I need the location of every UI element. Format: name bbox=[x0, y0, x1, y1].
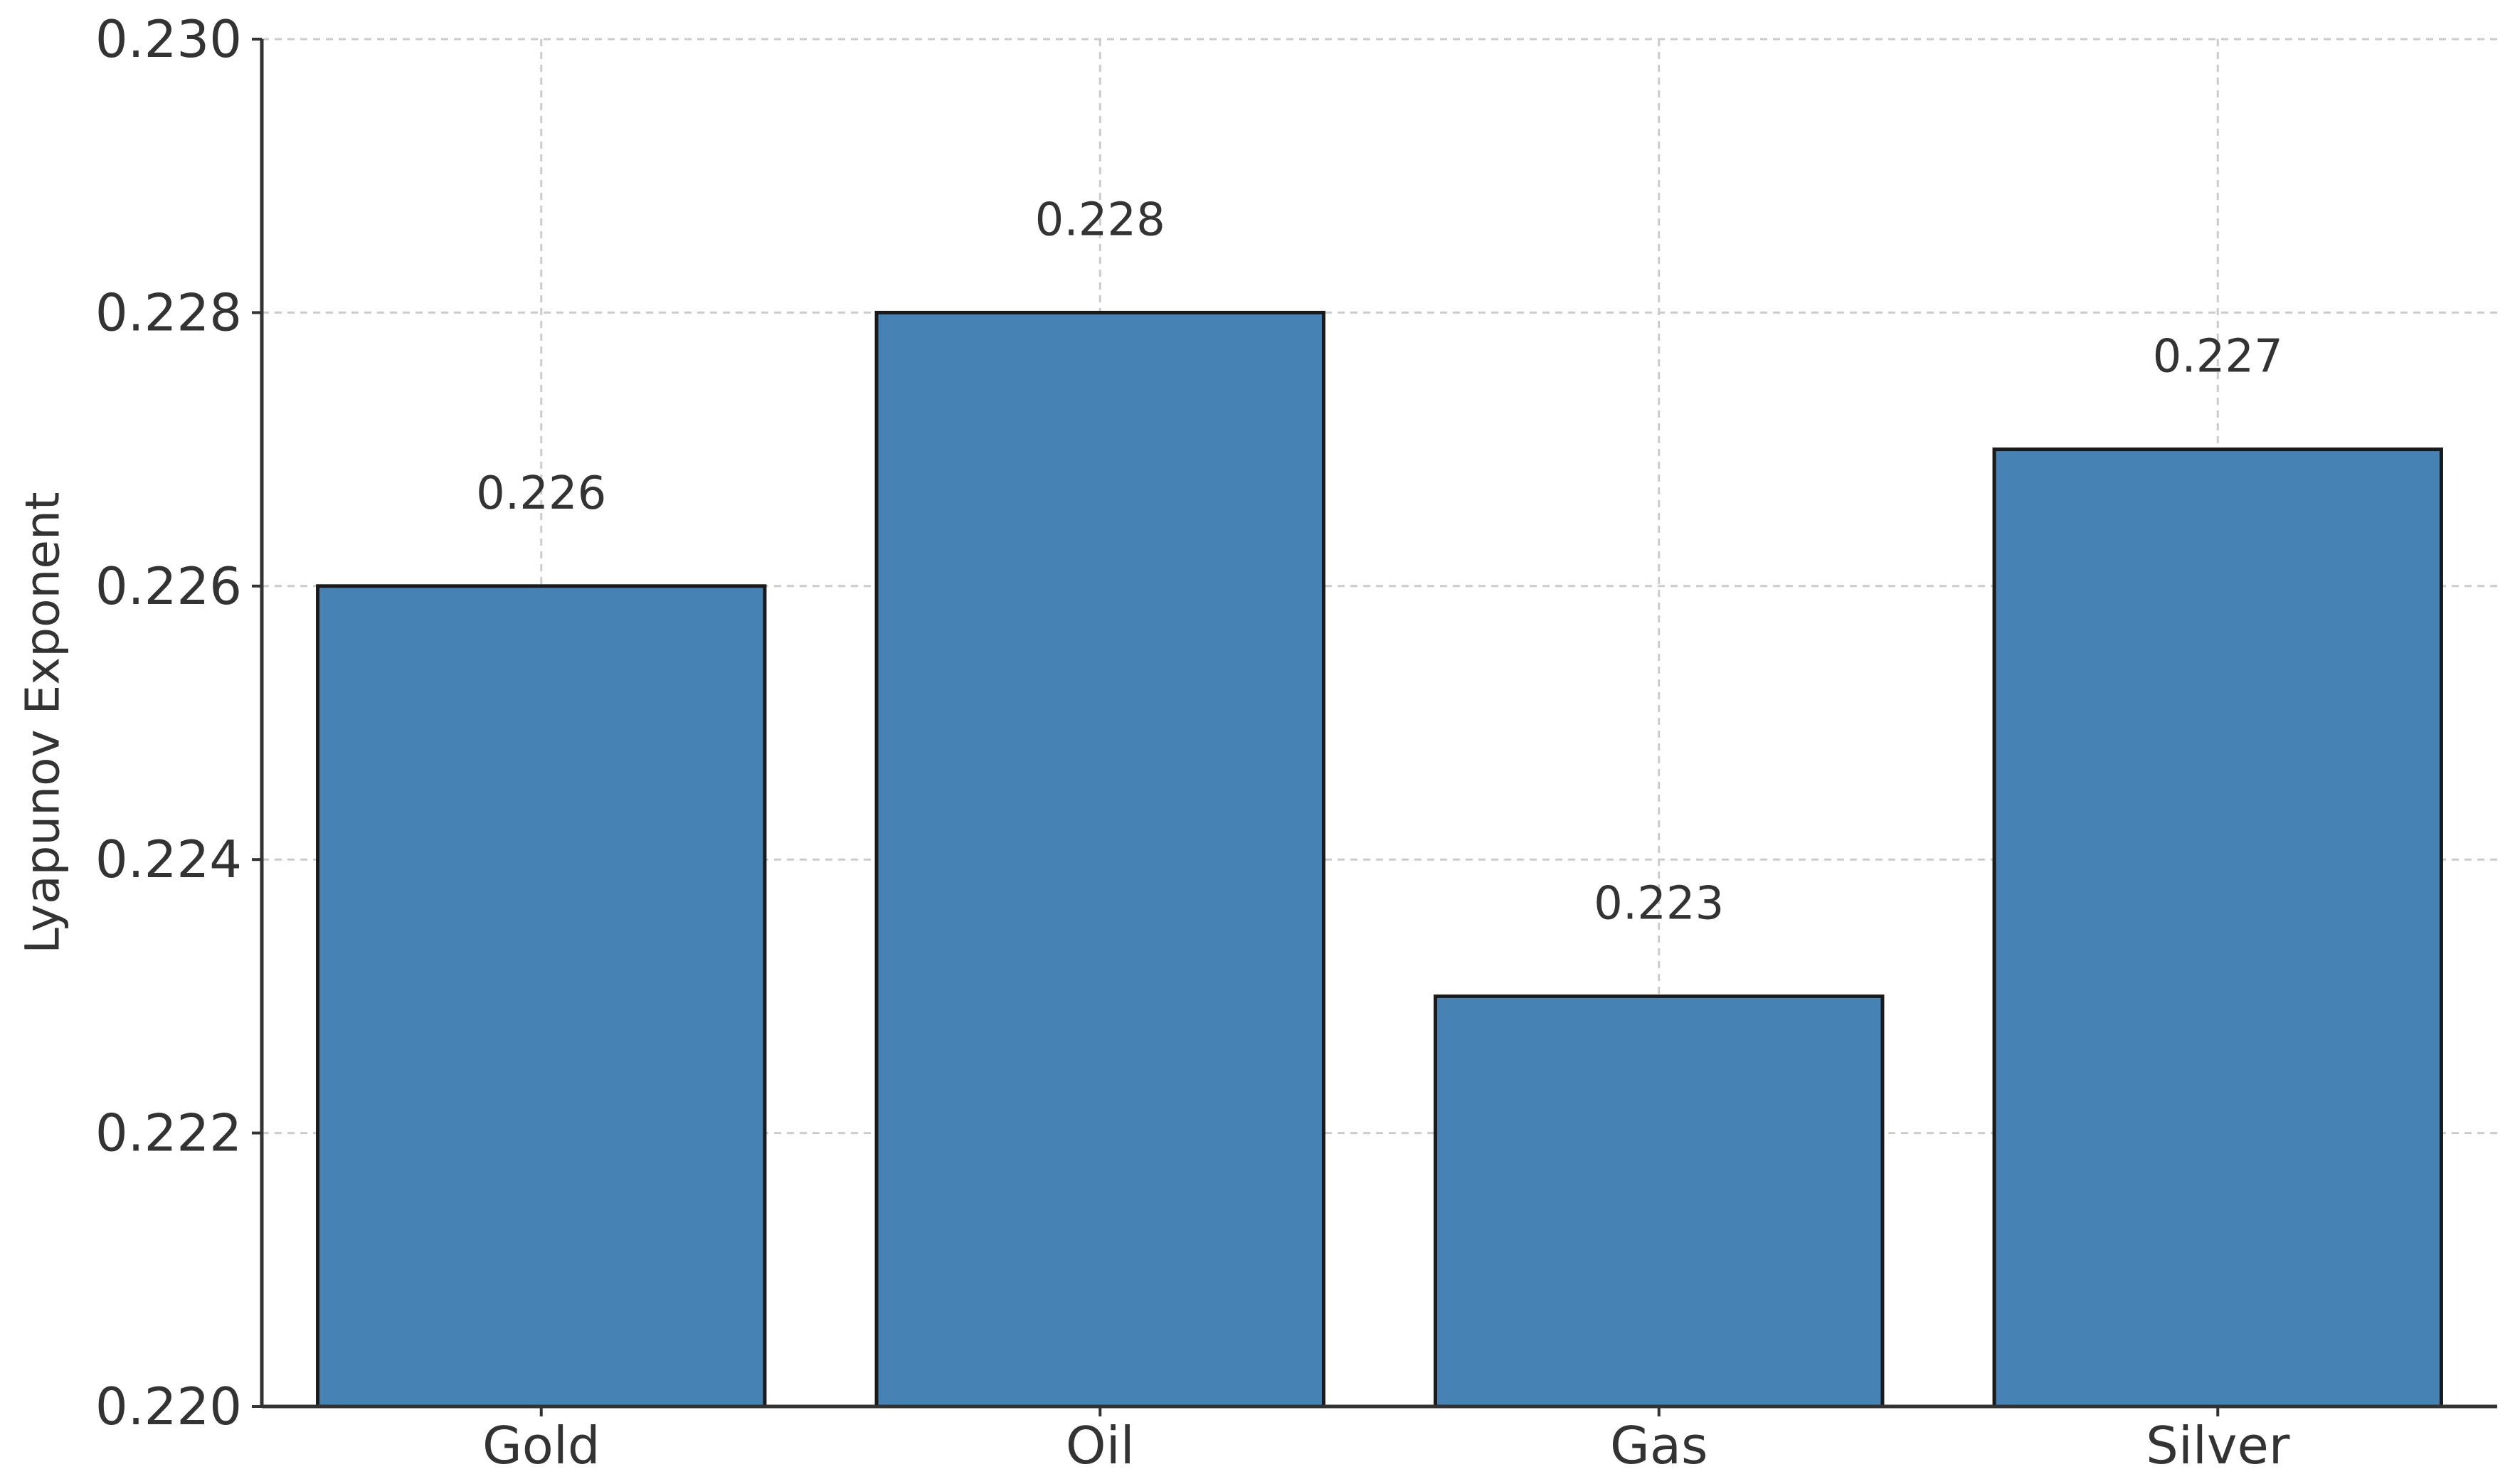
x-tick-labels: Gold Oil Gas Silver bbox=[482, 1406, 2290, 1475]
y-tick-label: 0.228 bbox=[95, 282, 242, 342]
y-tick-label: 0.224 bbox=[95, 830, 242, 889]
y-axis-title: Lyapunov Exponent bbox=[16, 492, 70, 953]
data-label: 0.223 bbox=[1594, 877, 1724, 930]
bar-oil bbox=[874, 310, 1325, 1409]
x-tick-label: Oil bbox=[1066, 1416, 1135, 1475]
x-tick-label: Gas bbox=[1610, 1416, 1707, 1475]
y-tick-label: 0.230 bbox=[95, 9, 242, 69]
data-label: 0.228 bbox=[1035, 194, 1165, 246]
x-tick-label: Silver bbox=[2146, 1416, 2290, 1475]
bar-silver bbox=[1992, 447, 2443, 1409]
bar-gold bbox=[316, 584, 767, 1409]
y-tick-labels: 0.220 0.222 0.224 0.226 0.228 0.230 bbox=[95, 9, 262, 1436]
bar-gas bbox=[1434, 994, 1885, 1409]
axes-layer bbox=[260, 39, 2497, 1409]
data-label: 0.227 bbox=[2153, 331, 2283, 383]
data-labels: 0.226 0.228 0.223 0.227 bbox=[476, 194, 2283, 930]
y-tick-label: 0.220 bbox=[95, 1377, 242, 1436]
x-tick-label: Gold bbox=[482, 1416, 600, 1475]
bars-layer bbox=[316, 310, 2443, 1409]
y-tick-label: 0.226 bbox=[95, 556, 242, 616]
data-label: 0.226 bbox=[476, 467, 606, 520]
y-tick-label: 0.222 bbox=[95, 1103, 242, 1163]
